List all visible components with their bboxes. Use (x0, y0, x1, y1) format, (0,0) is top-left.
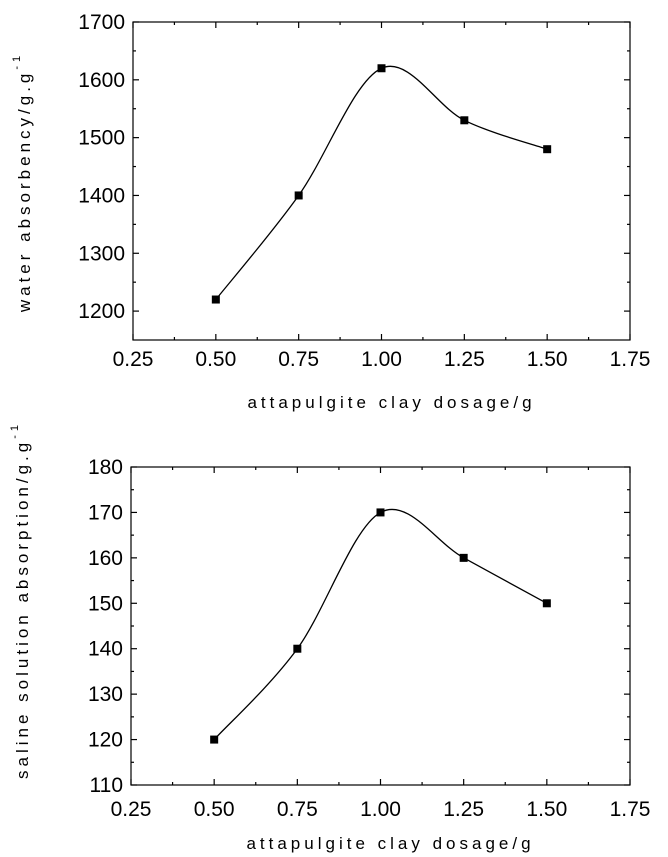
chart-1: 0.25 0.50 0.75 1.00 1.25 1.50 1.75 1200 1300 1400… (11, 11, 650, 412)
x-tick-label: 1.50 (527, 348, 568, 371)
y-tick-label: 160 (88, 547, 123, 570)
x-tick-label: 0.50 (194, 798, 235, 821)
x-tick-label: 0.75 (278, 348, 319, 371)
x-tick-label: 0.50 (195, 348, 236, 371)
data-point (543, 145, 552, 154)
y-tick-label: 1500 (78, 127, 125, 150)
y-tick-label: 1600 (78, 69, 125, 92)
y-tick-label: 120 (88, 729, 123, 752)
y-tick-label: 1400 (78, 184, 125, 207)
data-point (460, 116, 469, 125)
y-tick-label: 1300 (78, 242, 125, 265)
data-point (459, 553, 468, 562)
x-tick-label: 0.25 (113, 348, 154, 371)
x-axis-title: attapulgite clay dosage/g (247, 393, 535, 412)
y-axis-title-text: water absorbency/g.g (15, 70, 34, 314)
x-tick-label: 0.75 (277, 798, 318, 821)
x-tick-label: 0.25 (111, 798, 152, 821)
data-point (542, 599, 551, 608)
y-axis-title-superscript: -1 (9, 421, 21, 439)
chart-2: 0.25 0.50 0.75 1.00 1.25 1.50 1.75 110 120 130 140… (9, 421, 650, 853)
y-tick-label: 180 (88, 456, 123, 479)
x-tick-label: 1.75 (610, 348, 651, 371)
x-axis-title: attapulgite clay dosage/g (246, 834, 534, 853)
y-axis-title-superscript: -1 (11, 52, 23, 70)
x-tick-label: 1.25 (443, 798, 484, 821)
x-tick-label: 1.50 (526, 798, 567, 821)
y-axis-title: saline solution absorption/g.g-1 (9, 421, 32, 779)
y-tick-label: 150 (88, 592, 123, 615)
data-point (211, 295, 220, 304)
y-axis-title-text: saline solution absorption/g.g (13, 439, 32, 779)
y-tick-label: 1200 (78, 300, 125, 323)
y-tick-label: 1700 (78, 11, 125, 34)
x-tick-label: 1.00 (360, 798, 401, 821)
y-tick-label: 110 (90, 774, 123, 797)
series-1-curve (215, 65, 548, 300)
data-point (376, 508, 385, 517)
data-point (210, 735, 219, 744)
data-point (377, 64, 386, 73)
y-axis-title: water absorbency/g.g-1 (11, 52, 34, 313)
y-tick-label: 130 (88, 683, 123, 706)
x-tick-label: 1.25 (444, 348, 485, 371)
x-tick-label: 1.00 (361, 348, 402, 371)
y-tick-label: 170 (88, 501, 123, 524)
series-1-curve (213, 508, 548, 741)
x-tick-label: 1.75 (610, 798, 651, 821)
data-point (293, 644, 302, 653)
data-point (294, 191, 303, 200)
y-tick-label: 140 (88, 638, 123, 661)
